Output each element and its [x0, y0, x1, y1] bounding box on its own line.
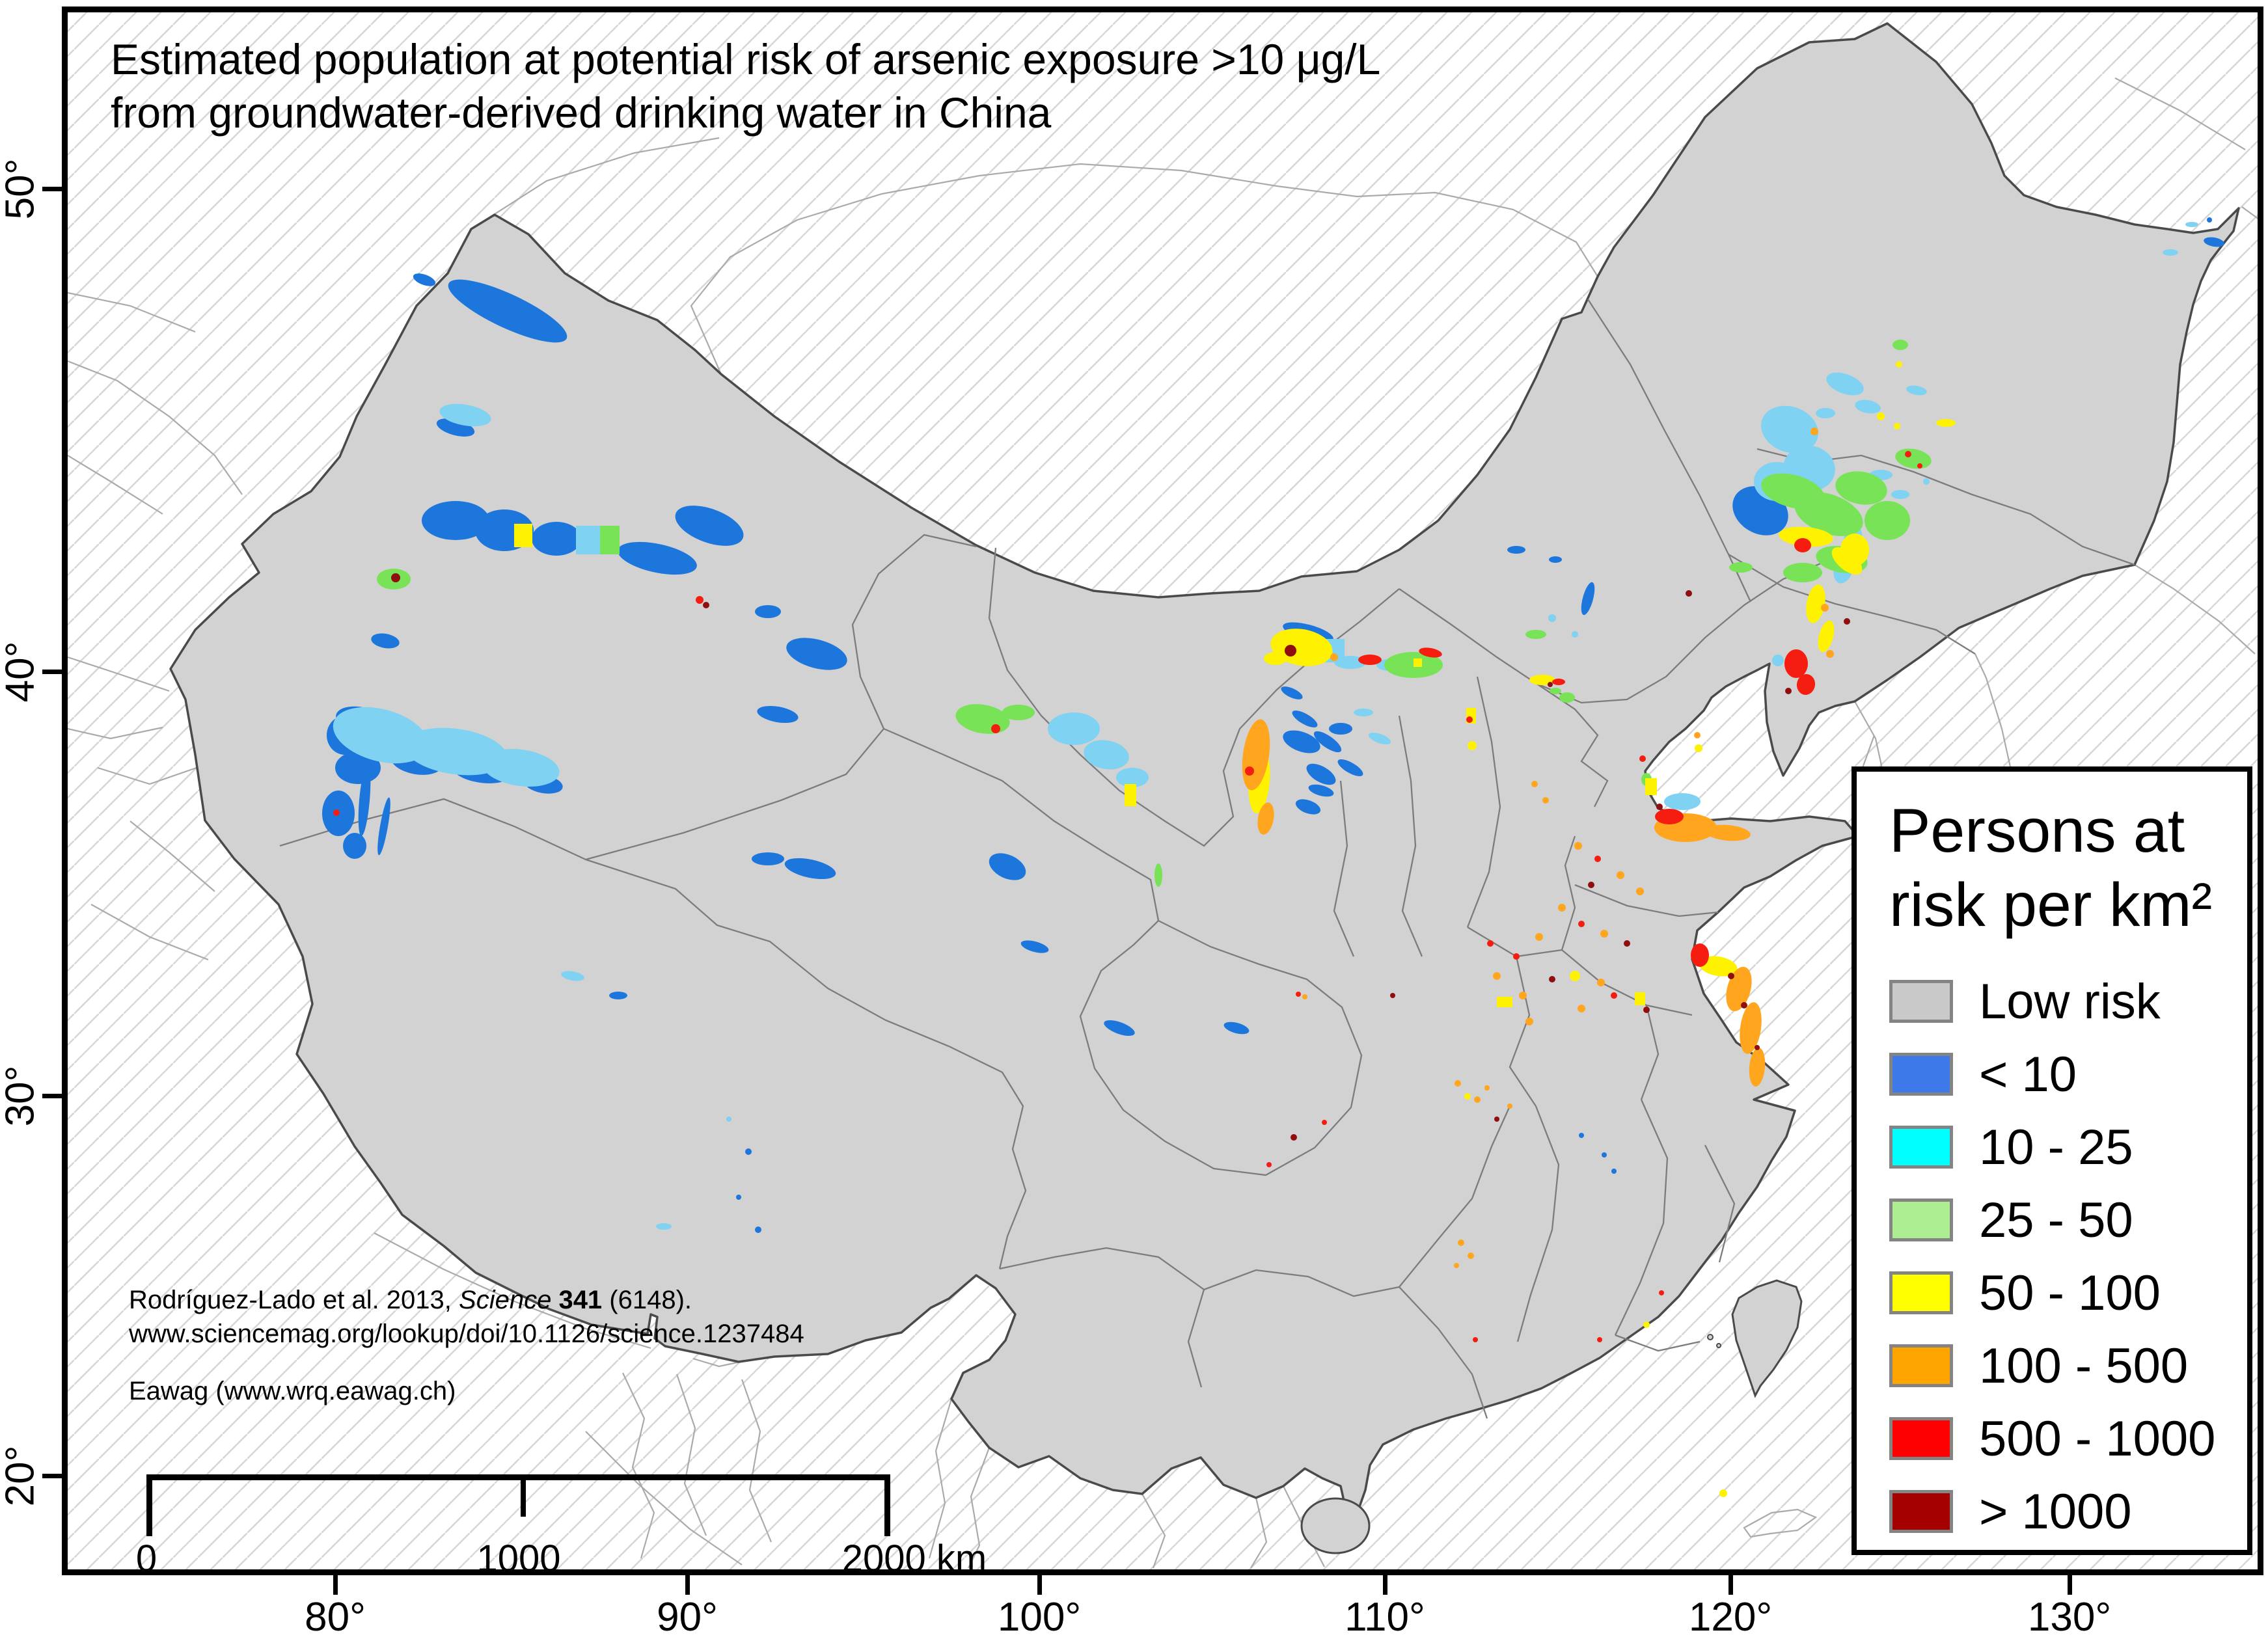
scale-bar: [146, 1474, 890, 1536]
legend-entry-lt10: < 10: [1889, 1047, 2247, 1102]
citation-url[interactable]: www.sciencemag.org/lookup/doi/10.1126/sc…: [129, 1320, 804, 1348]
lon-tick-100: [1037, 1575, 1042, 1595]
lon-tick-110: [1383, 1575, 1387, 1595]
lon-label-120: 120°: [1688, 1595, 1773, 1639]
legend-swatch-500-1000: [1889, 1417, 1953, 1460]
legend-title: Persons at risk per km²: [1889, 796, 2213, 940]
risk-areas-50-100: [514, 361, 1956, 1497]
lat-label-40: 40°: [0, 641, 43, 702]
legend-entry-500-1000: 500 - 1000: [1889, 1411, 2247, 1467]
lon-tick-120: [1728, 1575, 1733, 1595]
lon-label-110: 110°: [1345, 1595, 1425, 1639]
lon-label-80: 80°: [305, 1595, 366, 1639]
legend-swatch-lt10: [1889, 1053, 1953, 1096]
legend-swatch-gt1000: [1889, 1490, 1953, 1533]
map-title: Estimated population at potential risk o…: [111, 33, 1380, 139]
lon-label-130: 130°: [2027, 1595, 2112, 1639]
lat-label-50: 50°: [0, 158, 43, 219]
lon-label-90: 90°: [657, 1595, 718, 1639]
citation-block: Rodríguez-Lado et al. 2013, Science 341 …: [129, 1283, 804, 1351]
lat-tick-40: [42, 670, 62, 674]
legend-entry-gt1000: > 1000: [1889, 1484, 2247, 1539]
legend-swatch-25-50: [1889, 1199, 1953, 1241]
legend-swatch-low-risk: [1889, 980, 1953, 1023]
lon-tick-80: [333, 1575, 338, 1595]
scale-label-2000km: 2000 km: [841, 1537, 987, 1580]
legend-entry-low-risk: Low risk: [1889, 974, 2247, 1029]
province-boundaries: [279, 299, 2135, 1419]
map-title-line2: from groundwater-derived drinking water …: [111, 88, 1052, 137]
lat-label-30: 30°: [0, 1065, 43, 1126]
taiwan-island: [1731, 1279, 1803, 1398]
lat-label-20: 20°: [0, 1445, 43, 1506]
map-title-line1: Estimated population at potential risk o…: [111, 35, 1381, 83]
legend-entry-25-50: 25 - 50: [1889, 1193, 2247, 1248]
penghu-islet: [1716, 1343, 1721, 1348]
legend-swatch-10-25: [1889, 1126, 1953, 1169]
lat-tick-20: [42, 1474, 62, 1478]
risk-areas-gt1000: [391, 573, 1850, 1141]
legend-entries: Low risk < 10 10 - 25 25 - 50 50 - 100 1…: [1889, 974, 2247, 1539]
risk-areas-500-1000: [333, 451, 1922, 1342]
legend-entry-50-100: 50 - 100: [1889, 1266, 2247, 1321]
lat-tick-30: [42, 1094, 62, 1098]
scale-label-0: 0: [135, 1537, 157, 1580]
hainan-island: [1300, 1497, 1371, 1554]
lon-tick-130: [2068, 1575, 2072, 1595]
lat-tick-50: [42, 187, 62, 191]
legend-entry-100-500: 100 - 500: [1889, 1338, 2247, 1394]
penghu-islet: [1707, 1334, 1714, 1340]
lon-tick-90: [685, 1575, 690, 1595]
scale-label-1000: 1000: [476, 1537, 561, 1580]
legend-entry-10-25: 10 - 25: [1889, 1120, 2247, 1175]
lon-label-100: 100°: [997, 1595, 1082, 1639]
risk-areas-10-25: [333, 222, 2198, 1230]
scale-bar-middle-tick: [521, 1480, 526, 1517]
legend-swatch-50-100: [1889, 1271, 1953, 1314]
legend-box: Persons at risk per km² Low risk < 10 10…: [1851, 766, 2252, 1555]
legend-swatch-100-500: [1889, 1344, 1953, 1387]
citation-credit: Eawag (www.wrq.eawag.ch): [129, 1377, 456, 1405]
citation-line1: Rodríguez-Lado et al. 2013, Science 341 …: [129, 1286, 692, 1314]
